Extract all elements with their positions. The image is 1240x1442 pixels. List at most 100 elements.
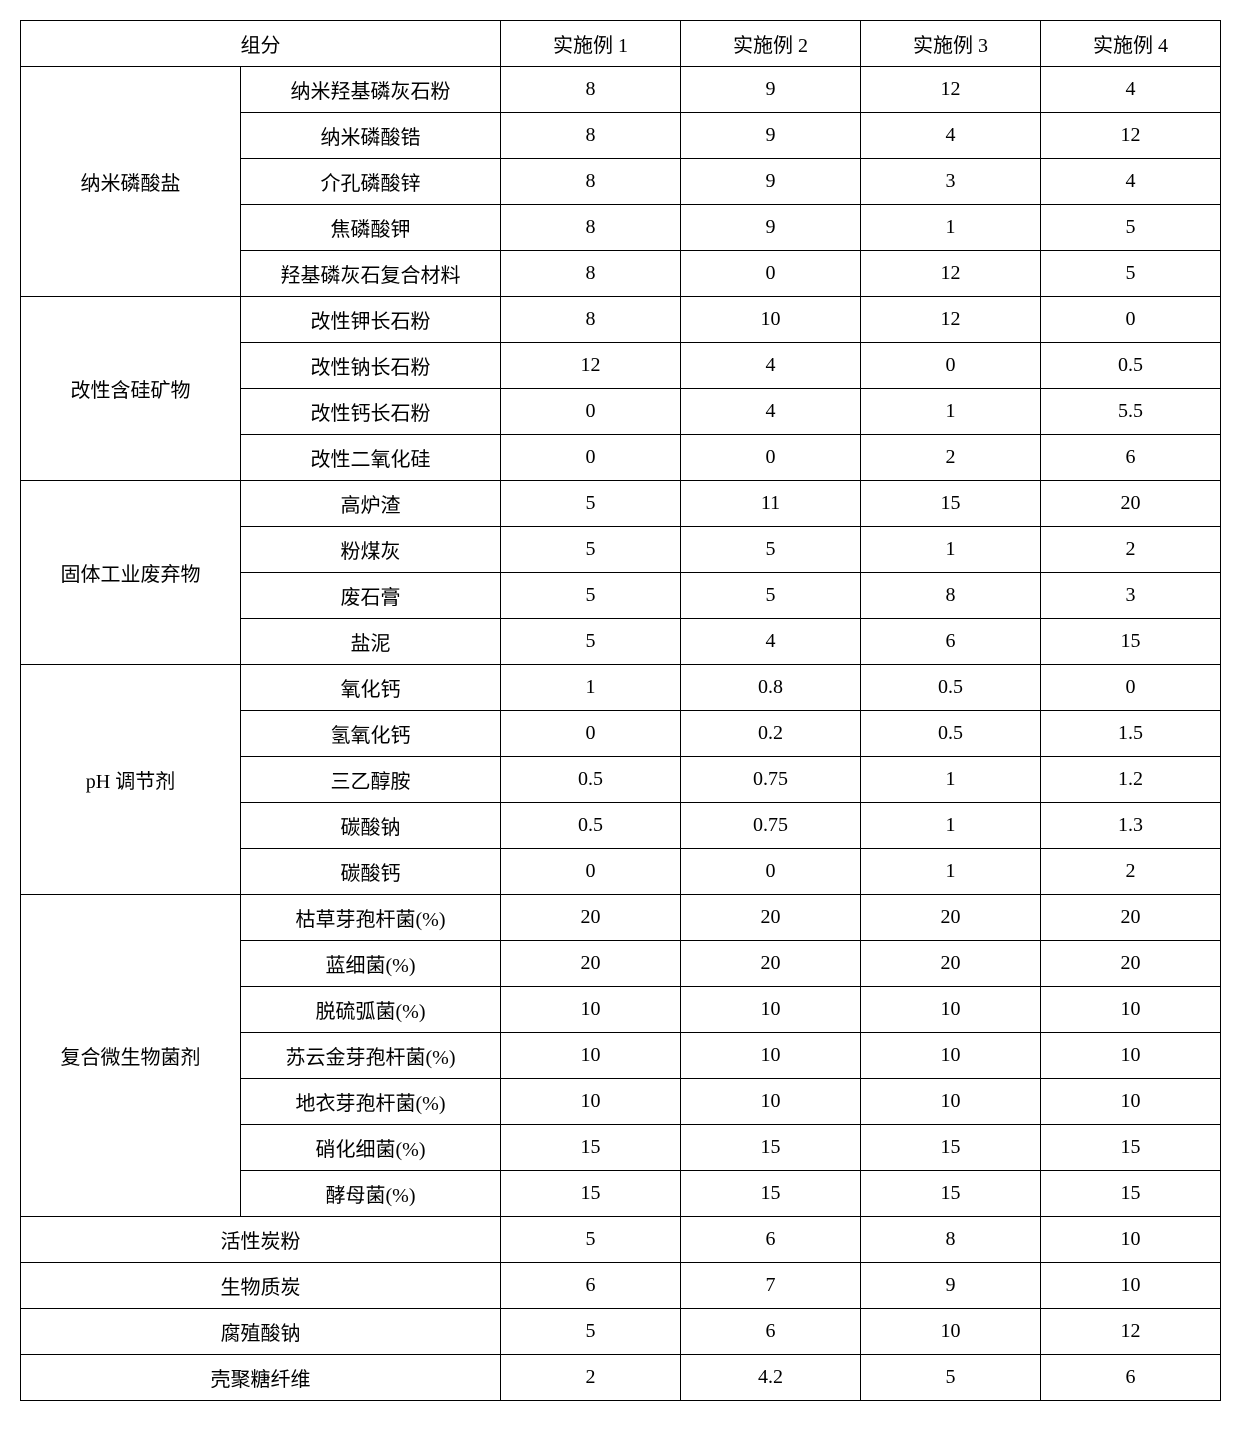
value-cell: 1 bbox=[861, 803, 1041, 849]
value-cell: 15 bbox=[861, 481, 1041, 527]
value-cell: 6 bbox=[1041, 1355, 1221, 1401]
subcomponent-cell: 三乙醇胺 bbox=[241, 757, 501, 803]
value-cell: 5 bbox=[1041, 251, 1221, 297]
value-cell: 6 bbox=[501, 1263, 681, 1309]
value-cell: 10 bbox=[1041, 1217, 1221, 1263]
value-cell: 5 bbox=[501, 527, 681, 573]
value-cell: 15 bbox=[681, 1125, 861, 1171]
value-cell: 5 bbox=[1041, 205, 1221, 251]
value-cell: 9 bbox=[681, 113, 861, 159]
value-cell: 2 bbox=[501, 1355, 681, 1401]
flat-label-cell: 壳聚糖纤维 bbox=[21, 1355, 501, 1401]
value-cell: 20 bbox=[1041, 941, 1221, 987]
value-cell: 20 bbox=[861, 895, 1041, 941]
flat-label-cell: 腐殖酸钠 bbox=[21, 1309, 501, 1355]
value-cell: 12 bbox=[501, 343, 681, 389]
subcomponent-cell: 纳米羟基磷灰石粉 bbox=[241, 67, 501, 113]
value-cell: 11 bbox=[681, 481, 861, 527]
category-cell: 改性含硅矿物 bbox=[21, 297, 241, 481]
value-cell: 9 bbox=[681, 205, 861, 251]
value-cell: 4.2 bbox=[681, 1355, 861, 1401]
value-cell: 15 bbox=[861, 1171, 1041, 1217]
table-row: 固体工业废弃物高炉渣5111520 bbox=[21, 481, 1221, 527]
value-cell: 1 bbox=[861, 527, 1041, 573]
value-cell: 0.5 bbox=[501, 757, 681, 803]
flat-label-cell: 活性炭粉 bbox=[21, 1217, 501, 1263]
subcomponent-cell: 改性钙长石粉 bbox=[241, 389, 501, 435]
value-cell: 20 bbox=[1041, 481, 1221, 527]
subcomponent-cell: 高炉渣 bbox=[241, 481, 501, 527]
value-cell: 10 bbox=[1041, 1079, 1221, 1125]
value-cell: 10 bbox=[1041, 1033, 1221, 1079]
value-cell: 10 bbox=[681, 297, 861, 343]
value-cell: 8 bbox=[501, 251, 681, 297]
value-cell: 12 bbox=[1041, 1309, 1221, 1355]
value-cell: 0.75 bbox=[681, 803, 861, 849]
value-cell: 12 bbox=[1041, 113, 1221, 159]
value-cell: 12 bbox=[861, 67, 1041, 113]
category-cell: 纳米磷酸盐 bbox=[21, 67, 241, 297]
value-cell: 1.3 bbox=[1041, 803, 1221, 849]
value-cell: 8 bbox=[861, 573, 1041, 619]
value-cell: 20 bbox=[1041, 895, 1221, 941]
table-row: 活性炭粉56810 bbox=[21, 1217, 1221, 1263]
value-cell: 0 bbox=[1041, 665, 1221, 711]
value-cell: 0.2 bbox=[681, 711, 861, 757]
value-cell: 1.2 bbox=[1041, 757, 1221, 803]
value-cell: 10 bbox=[501, 987, 681, 1033]
value-cell: 5 bbox=[501, 1309, 681, 1355]
value-cell: 15 bbox=[1041, 1125, 1221, 1171]
value-cell: 5 bbox=[501, 481, 681, 527]
value-cell: 6 bbox=[861, 619, 1041, 665]
value-cell: 5 bbox=[681, 527, 861, 573]
value-cell: 0 bbox=[501, 849, 681, 895]
value-cell: 9 bbox=[681, 67, 861, 113]
value-cell: 20 bbox=[681, 895, 861, 941]
table-row: 壳聚糖纤维24.256 bbox=[21, 1355, 1221, 1401]
value-cell: 2 bbox=[1041, 849, 1221, 895]
value-cell: 9 bbox=[861, 1263, 1041, 1309]
value-cell: 8 bbox=[501, 113, 681, 159]
header-example: 实施例 4 bbox=[1041, 21, 1221, 67]
category-cell: pH 调节剂 bbox=[21, 665, 241, 895]
value-cell: 1.5 bbox=[1041, 711, 1221, 757]
header-component: 组分 bbox=[21, 21, 501, 67]
subcomponent-cell: 蓝细菌(%) bbox=[241, 941, 501, 987]
value-cell: 5 bbox=[501, 573, 681, 619]
value-cell: 10 bbox=[681, 1079, 861, 1125]
value-cell: 0.75 bbox=[681, 757, 861, 803]
value-cell: 4 bbox=[1041, 67, 1221, 113]
subcomponent-cell: 地衣芽孢杆菌(%) bbox=[241, 1079, 501, 1125]
value-cell: 5 bbox=[861, 1355, 1041, 1401]
value-cell: 2 bbox=[1041, 527, 1221, 573]
value-cell: 3 bbox=[861, 159, 1041, 205]
value-cell: 10 bbox=[861, 1079, 1041, 1125]
value-cell: 10 bbox=[681, 987, 861, 1033]
subcomponent-cell: 盐泥 bbox=[241, 619, 501, 665]
value-cell: 8 bbox=[501, 67, 681, 113]
value-cell: 10 bbox=[861, 987, 1041, 1033]
table-row: 改性含硅矿物改性钾长石粉810120 bbox=[21, 297, 1221, 343]
value-cell: 0.5 bbox=[501, 803, 681, 849]
value-cell: 0.5 bbox=[1041, 343, 1221, 389]
value-cell: 15 bbox=[1041, 1171, 1221, 1217]
header-example: 实施例 2 bbox=[681, 21, 861, 67]
value-cell: 1 bbox=[501, 665, 681, 711]
value-cell: 0 bbox=[861, 343, 1041, 389]
value-cell: 0.5 bbox=[861, 711, 1041, 757]
header-example: 实施例 1 bbox=[501, 21, 681, 67]
category-cell: 固体工业废弃物 bbox=[21, 481, 241, 665]
value-cell: 4 bbox=[1041, 159, 1221, 205]
value-cell: 10 bbox=[1041, 987, 1221, 1033]
value-cell: 8 bbox=[501, 297, 681, 343]
subcomponent-cell: 酵母菌(%) bbox=[241, 1171, 501, 1217]
subcomponent-cell: 改性钾长石粉 bbox=[241, 297, 501, 343]
value-cell: 1 bbox=[861, 849, 1041, 895]
subcomponent-cell: 氢氧化钙 bbox=[241, 711, 501, 757]
subcomponent-cell: 焦磷酸钾 bbox=[241, 205, 501, 251]
subcomponent-cell: 改性二氧化硅 bbox=[241, 435, 501, 481]
value-cell: 0.8 bbox=[681, 665, 861, 711]
value-cell: 8 bbox=[501, 159, 681, 205]
value-cell: 0 bbox=[681, 251, 861, 297]
value-cell: 20 bbox=[681, 941, 861, 987]
